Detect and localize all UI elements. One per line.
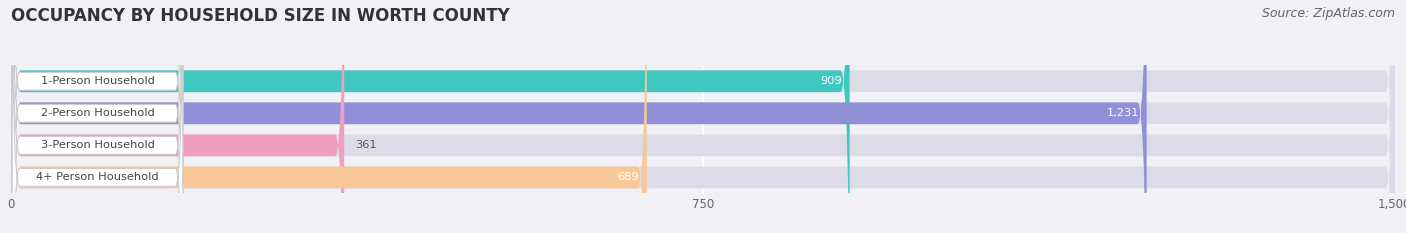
FancyBboxPatch shape xyxy=(13,0,183,233)
FancyBboxPatch shape xyxy=(13,0,183,233)
Text: Source: ZipAtlas.com: Source: ZipAtlas.com xyxy=(1261,7,1395,20)
FancyBboxPatch shape xyxy=(11,0,849,233)
Text: 689: 689 xyxy=(617,172,640,182)
Text: 1-Person Household: 1-Person Household xyxy=(41,76,155,86)
Text: OCCUPANCY BY HOUSEHOLD SIZE IN WORTH COUNTY: OCCUPANCY BY HOUSEHOLD SIZE IN WORTH COU… xyxy=(11,7,510,25)
FancyBboxPatch shape xyxy=(13,0,183,233)
FancyBboxPatch shape xyxy=(11,0,1147,233)
Text: 4+ Person Household: 4+ Person Household xyxy=(37,172,159,182)
FancyBboxPatch shape xyxy=(11,0,1395,233)
Text: 3-Person Household: 3-Person Household xyxy=(41,140,155,150)
FancyBboxPatch shape xyxy=(11,0,647,233)
Text: 1,231: 1,231 xyxy=(1107,108,1139,118)
FancyBboxPatch shape xyxy=(13,0,183,233)
FancyBboxPatch shape xyxy=(11,0,1395,233)
FancyBboxPatch shape xyxy=(11,0,1395,233)
Text: 2-Person Household: 2-Person Household xyxy=(41,108,155,118)
FancyBboxPatch shape xyxy=(11,0,1395,233)
Text: 361: 361 xyxy=(356,140,377,150)
Text: 909: 909 xyxy=(821,76,842,86)
FancyBboxPatch shape xyxy=(11,0,344,233)
